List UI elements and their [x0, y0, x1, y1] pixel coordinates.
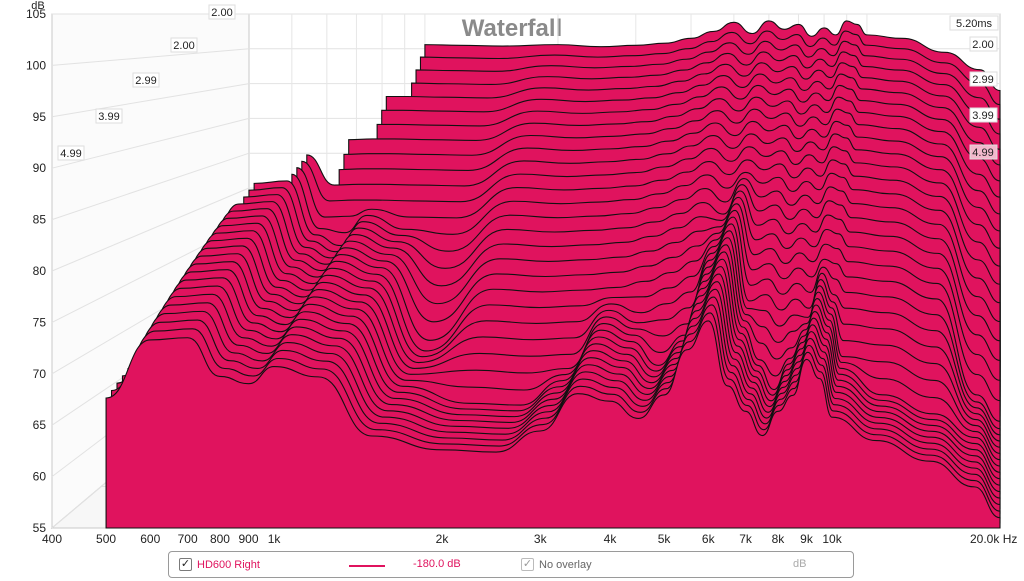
y-tick-label: 85: [33, 213, 47, 227]
x-tick-label: 600: [140, 532, 160, 546]
level-readout: -180.0 dB: [413, 558, 461, 570]
x-tick-label: 700: [178, 532, 198, 546]
x-tick-label: 5k: [658, 532, 672, 546]
x-tick-label: 7k: [739, 532, 753, 546]
y-tick-label: 100: [26, 58, 46, 72]
time-tick-label: 2.99: [972, 74, 993, 86]
time-tick-label-left: 4.99: [60, 148, 81, 160]
y-tick-label: 75: [33, 315, 47, 329]
x-tick-label: 500: [96, 532, 116, 546]
y-tick-label: 60: [33, 470, 47, 484]
time-tick-label: 4.99: [972, 147, 993, 159]
chart-title: Waterfall: [462, 15, 562, 42]
x-tick-label: 10k: [822, 532, 842, 546]
x-tick-label: 6k: [702, 532, 716, 546]
y-tick-label: 80: [33, 264, 47, 278]
grid-line-db-side: [51, 117, 250, 169]
time-tick-box-left: [170, 37, 198, 53]
time-tick-label-left: 2.00: [173, 40, 194, 52]
x-tick-label: 1k: [268, 532, 282, 546]
y-tick-label: 95: [33, 110, 47, 124]
x-tick-label: 2k: [436, 532, 450, 546]
time-tick-box: [969, 36, 998, 52]
grid-line-db-side: [51, 83, 250, 118]
x-tick-label: 800: [210, 532, 230, 546]
time-tick-box: [969, 107, 998, 123]
time-tick-box-left: [208, 4, 236, 20]
time-tick-box-left: [95, 108, 123, 124]
grid-line-db-side: [51, 48, 250, 66]
level-label: -180.0 dB: [413, 558, 461, 570]
time-tick-box: [969, 144, 998, 160]
y-tick-label: 65: [33, 418, 47, 432]
y-tick-label: 90: [33, 161, 47, 175]
y-tick-label: 105: [26, 7, 46, 21]
x-tick-label: 9k: [800, 532, 814, 546]
waterfall-slices: [105, 20, 1001, 529]
unit-readout: dB: [793, 558, 806, 570]
time-tick-label-left: 2.99: [135, 75, 156, 87]
time-tick-label-left: 2.00: [211, 7, 232, 19]
time-tick-box-left: [132, 72, 160, 88]
overlay-toggle[interactable]: ✓ No overlay: [521, 558, 592, 571]
time-tick-label-left: 3.99: [98, 111, 119, 123]
x-tick-label: 20.0k Hz: [970, 532, 1017, 546]
time-tick-label: 3.99: [972, 110, 993, 122]
x-tick-label: 8k: [772, 532, 786, 546]
time-tick-box: [969, 71, 998, 87]
waterfall-slice: [105, 320, 1001, 529]
series-checkbox[interactable]: ✓: [179, 558, 192, 571]
unit-label: dB: [793, 558, 807, 570]
time-tick-box-left: [57, 145, 85, 161]
series-toggle[interactable]: ✓ HD600 Right: [179, 558, 260, 571]
x-tick-label: 4k: [604, 532, 618, 546]
time-tick-label: 2.00: [972, 39, 993, 51]
series-swatch: [349, 565, 385, 567]
grid-line-db-side: [51, 152, 250, 221]
time-top-label: 5.20ms: [956, 18, 993, 30]
y-tick-label: 55: [33, 521, 47, 535]
grid-line-db-side: [51, 187, 250, 272]
y-tick-label: 70: [33, 367, 47, 381]
y-axis-label: dB: [31, 0, 44, 12]
overlay-checkbox[interactable]: ✓: [521, 558, 534, 571]
x-tick-label: 900: [238, 532, 258, 546]
x-tick-label: 3k: [534, 532, 548, 546]
overlay-label: No overlay: [539, 558, 592, 571]
legend-bar: ✓ HD600 Right -180.0 dB ✓ No overlay dB: [168, 551, 854, 578]
time-top-box: [949, 15, 999, 31]
series-name: HD600 Right: [197, 558, 260, 571]
x-tick-label: 400: [42, 532, 62, 546]
